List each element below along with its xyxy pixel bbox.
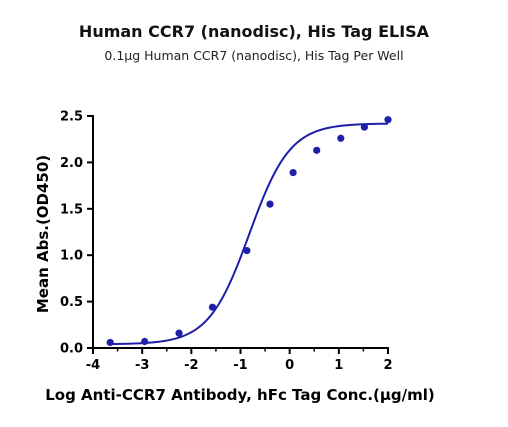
x-tick-label: -2	[184, 358, 198, 373]
y-axis-label: Mean Abs.(OD450)	[34, 155, 52, 313]
data-point	[175, 329, 183, 337]
y-tick-label: 0.5	[60, 295, 83, 310]
data-point	[243, 246, 251, 255]
y-tick-label: 1.5	[60, 202, 83, 217]
x-axis-label: Log Anti-CCR7 Antibody, hFc Tag Conc.(μg…	[45, 386, 435, 404]
data-point	[313, 146, 321, 154]
data-points-layer	[106, 116, 392, 347]
chart-subtitle: 0.1μg Human CCR7 (nanodisc), His Tag Per…	[104, 48, 404, 63]
x-tick-label: 2	[383, 358, 392, 373]
data-point	[208, 303, 217, 311]
axes: -4 -3 -2 -1 0 1 2 0.0 0.5 1.0 1.5 2.0 2.5	[60, 110, 393, 374]
x-tick-label: -3	[135, 358, 149, 373]
data-point	[106, 338, 114, 347]
chart-title: Human CCR7 (nanodisc), His Tag ELISA	[78, 22, 430, 41]
x-tick-label: -1	[233, 358, 247, 373]
fit-curve-layer	[110, 122, 389, 346]
y-tick-label: 2.5	[60, 110, 83, 125]
data-point	[337, 134, 345, 142]
data-point	[266, 200, 274, 208]
y-tick-label: 0.0	[60, 342, 83, 357]
y-tick-label: 2.0	[60, 156, 83, 171]
x-tick-label: 0	[285, 358, 294, 373]
data-point	[289, 169, 297, 177]
fit-curve	[110, 122, 389, 346]
data-point	[384, 116, 392, 124]
data-point	[360, 123, 368, 131]
x-tick-label: 1	[334, 358, 343, 373]
x-tick-label: -4	[86, 358, 100, 373]
data-point	[141, 337, 149, 346]
y-tick-label: 1.0	[60, 249, 83, 264]
